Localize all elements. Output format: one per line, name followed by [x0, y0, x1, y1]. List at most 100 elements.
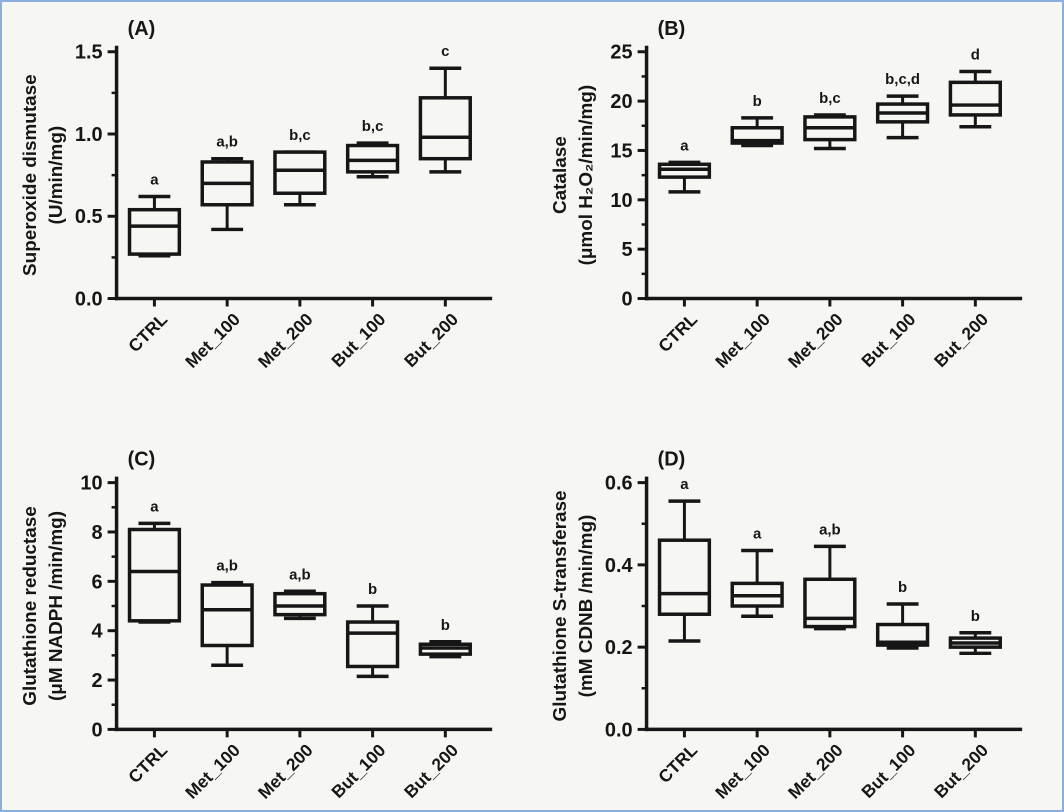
significance-letters: a	[753, 526, 762, 543]
significance-letters: a	[680, 137, 689, 154]
x-category-label: CTRL	[654, 309, 701, 356]
y-tick-label: 20	[610, 91, 632, 113]
significance-letters: b	[441, 617, 450, 634]
iqr-box	[127, 527, 182, 623]
significance-letters: a	[150, 172, 159, 189]
x-category-label: But_200	[400, 740, 462, 802]
y-tick-label: 15	[610, 140, 632, 162]
box-group-Met_100: Met_100 a,b	[181, 134, 254, 372]
x-category-label: Met_100	[181, 309, 244, 372]
box-group-Met_200: Met_200 a,b	[254, 566, 327, 803]
y-axis-title-line2: (U/min/mg)	[46, 126, 67, 225]
y-axis-title-line1: Glutathione reductase	[20, 506, 41, 705]
box-group-But_200: But_200 c	[400, 43, 472, 371]
significance-letters: b,c	[819, 90, 841, 107]
y-tick-label: 25	[610, 42, 632, 64]
x-category-label: Met_100	[181, 740, 244, 803]
y-axis-title-line2: (μmol H₂O₂/min/mg)	[576, 85, 597, 266]
x-category-label: But_100	[327, 309, 389, 371]
y-tick-label: 4	[92, 621, 103, 643]
iqr-box	[657, 538, 712, 616]
iqr-box	[875, 622, 930, 647]
y-tick-label: 0.0	[75, 289, 103, 311]
significance-letters: c	[441, 43, 449, 60]
significance-letters: b	[971, 608, 980, 625]
panel-a-chart: (A) Superoxide dismutase (U/min/mg) 0.0 0.5 1…	[20, 18, 493, 372]
axes: 0 2 4 6 8 10	[80, 473, 493, 741]
significance-letters: b,c	[289, 127, 311, 144]
y-tick-label: 10	[610, 190, 632, 212]
x-category-label: Met_200	[784, 740, 847, 803]
x-category-label: But_200	[930, 309, 992, 371]
box-group-CTRL: CTRL a	[124, 498, 182, 787]
x-category-label: Met_100	[711, 309, 774, 372]
significance-letters: a,b	[216, 558, 238, 575]
box-group-But_200: But_200 d	[930, 47, 1002, 371]
box-group-Met_100: Met_100 a,b	[181, 558, 254, 803]
x-category-label: Met_200	[254, 740, 317, 803]
box-group-Met_100: Met_100 a	[711, 526, 784, 803]
box-group-CTRL: CTRL a	[124, 172, 182, 356]
iqr-box	[273, 591, 327, 617]
box-group-CTRL: CTRL a	[654, 137, 712, 356]
significance-letters: a	[150, 498, 159, 515]
panel-label: (D)	[658, 449, 686, 471]
y-tick-label: 1.5	[75, 42, 103, 64]
y-tick-label: 2	[92, 670, 103, 692]
box-group-Met_200: Met_200 b,c	[254, 127, 327, 372]
y-axis-title-line1: Glutathione S-transferase	[550, 491, 571, 722]
box-group-But_100: But_100 b	[857, 579, 930, 802]
significance-letters: b	[753, 93, 762, 110]
y-tick-label: 0	[92, 719, 103, 741]
panel-label: (B)	[658, 18, 686, 40]
y-axis-title-line1: Catalase	[550, 136, 571, 214]
box-group-CTRL: CTRL a	[654, 476, 712, 787]
significance-letters: d	[971, 47, 980, 64]
box-group-Met_200: Met_200 b,c	[784, 90, 857, 372]
y-tick-label: 0.2	[605, 637, 633, 659]
box-group-Met_100: Met_100 b	[711, 93, 784, 372]
x-category-label: CTRL	[124, 309, 171, 356]
iqr-box	[127, 207, 182, 256]
y-tick-label: 0.5	[75, 206, 103, 228]
iqr-box	[418, 96, 472, 161]
iqr-box	[273, 150, 327, 195]
iqr-box	[200, 583, 254, 648]
panel-b-chart: (B) Catalase (μmol H₂O₂/min/mg) 0 5 10 15 20 25 C…	[550, 18, 1023, 372]
x-category-label: But_200	[930, 740, 992, 802]
box-group-But_100: But_100 b,c,d	[857, 71, 930, 371]
y-tick-label: 0	[622, 289, 633, 311]
y-axis-title-line2: (μM NADPH /min/mg)	[46, 511, 67, 701]
y-tick-label: 6	[92, 571, 103, 593]
significance-letters: a,b	[289, 566, 311, 583]
panel-label: (A)	[128, 18, 156, 40]
x-category-label: But_200	[400, 309, 462, 371]
panel-d-chart: (D) Glutathione S-transferase (mM CDNB /mi…	[550, 449, 1023, 803]
box-group-But_100: But_100 b,c	[327, 118, 400, 371]
axes: 0.0 0.5 1.0 1.5	[75, 42, 493, 311]
axes: 0 5 10 15 20 25	[610, 42, 1023, 311]
x-category-label: Met_200	[784, 309, 847, 372]
significance-letters: a,b	[819, 521, 841, 538]
y-tick-label: 0.6	[605, 473, 633, 495]
x-category-label: But_100	[857, 309, 919, 371]
box-group-But_200: But_200 b	[930, 608, 1002, 802]
x-category-label: Met_100	[711, 740, 774, 803]
x-category-label: But_100	[327, 740, 389, 802]
significance-letters: a	[680, 476, 689, 493]
significance-letters: b,c	[362, 118, 384, 135]
y-axis-title-line2: (mM CDNB /min/mg)	[576, 515, 597, 698]
significance-letters: b	[368, 581, 377, 598]
y-axis-title-line1: Superoxide dismutase	[20, 74, 41, 276]
axes: 0.0 0.2 0.4 0.6	[605, 473, 1023, 741]
significance-letters: a,b	[216, 134, 238, 151]
panel-c-chart: (C) Glutathione reductase (μM NADPH /min/m…	[20, 449, 493, 803]
box-group-Met_200: Met_200 a,b	[784, 521, 857, 803]
y-tick-label: 10	[80, 473, 102, 495]
box-group-But_100: But_100 b	[327, 581, 400, 802]
iqr-box	[948, 80, 1002, 117]
significance-letters: b,c,d	[885, 71, 920, 88]
panel-label: (C)	[128, 449, 156, 471]
x-category-label: CTRL	[654, 740, 701, 787]
